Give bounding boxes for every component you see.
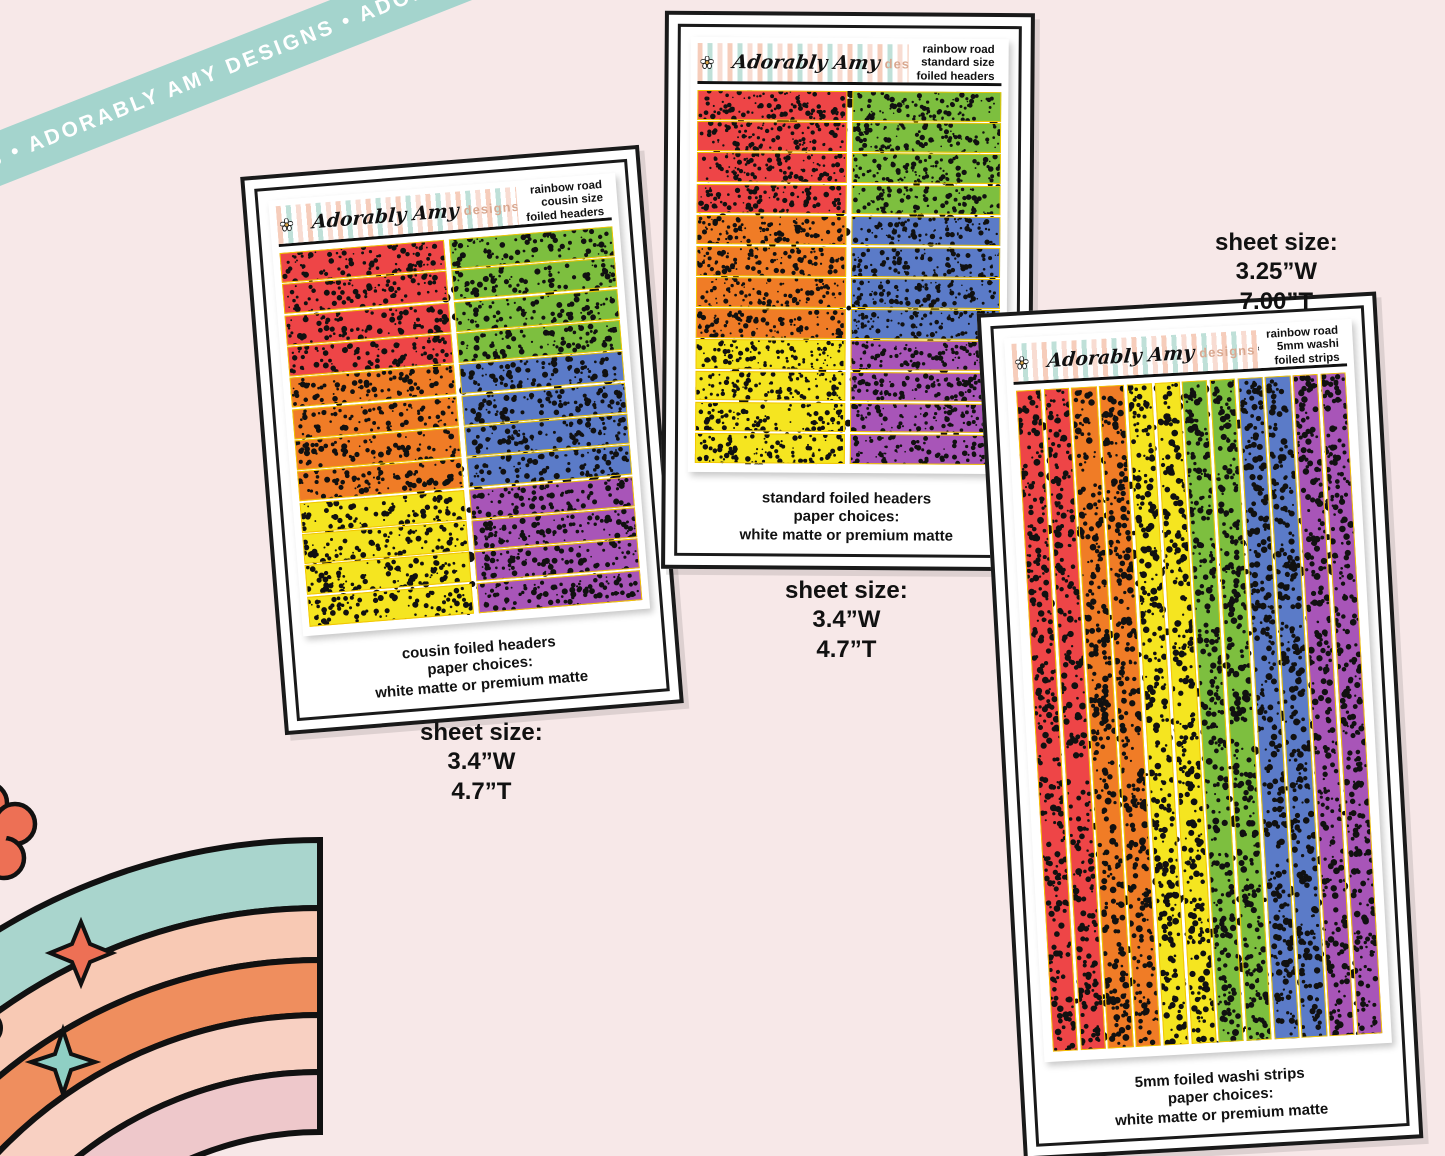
size-label-title: sheet size: (420, 719, 543, 746)
header-sticker[interactable] (694, 432, 845, 464)
sticker-column (279, 239, 474, 628)
caption-line: standard foiled headers (761, 489, 932, 508)
brand-suffix: designs (884, 55, 909, 72)
sheet-title-line: standard size (921, 56, 995, 70)
header-sticker[interactable] (697, 89, 847, 121)
header-sticker[interactable] (696, 214, 847, 246)
card-inner-frame: Adorably Amy designs rainbow roa (990, 305, 1410, 1147)
card-caption: standard foiled headers paper choices: w… (677, 482, 1015, 555)
washi-strip[interactable] (1181, 380, 1245, 1043)
size-label-cousin: sheet size: 3.4”W 4.7”T (420, 718, 543, 806)
card-inner-frame: Adorably Amy designs rainbow roa (674, 23, 1022, 559)
size-label-height: 4.7”T (451, 777, 512, 805)
header-sticker[interactable] (849, 340, 1000, 372)
card-caption: cousin foiled headers paper choices: whi… (294, 618, 666, 718)
daisy-icon (700, 55, 714, 69)
header-sticker[interactable] (851, 184, 1001, 216)
daisy-icon (1015, 355, 1029, 369)
header-sticker[interactable] (849, 371, 1000, 403)
washi-strip[interactable] (1320, 372, 1383, 1035)
size-label-standard: sheet size: 3.4”W 4.7”T (785, 576, 908, 664)
sheet-title: rainbow road standard size foiled header… (908, 43, 1002, 84)
caption-line: paper choices: (793, 508, 900, 526)
brand-name: Adorably Amy (1046, 341, 1196, 373)
size-label-height: 4.7”T (816, 635, 877, 663)
header-sticker[interactable] (850, 215, 1001, 247)
size-label-width: 3.4”W (812, 606, 881, 634)
header-sticker[interactable] (696, 183, 847, 215)
daisy-icon (279, 217, 294, 232)
header-sticker[interactable] (696, 152, 847, 184)
brand-stripe-banner: Adorably Amy designs (275, 186, 519, 245)
sticker-column (694, 89, 847, 465)
product-card-cousin[interactable]: Adorably Amy designs rainbow roa (240, 144, 684, 736)
size-label-title: sheet size: (785, 577, 908, 604)
sticker-column (448, 226, 643, 614)
brand-name: Adorably Amy (311, 199, 460, 234)
sheet-title: rainbow road 5mm washi foiled strips (1257, 325, 1347, 369)
size-label-width: 3.4”W (447, 748, 516, 776)
card-caption: 5mm foiled washi strips paper choices: w… (1035, 1052, 1406, 1143)
sticker-grid (694, 89, 1002, 467)
sheet-title-line: foiled strips (1274, 351, 1340, 367)
sheet-header: Adorably Amy designs rainbow roa (275, 179, 612, 248)
sticker-sheet-standard: Adorably Amy designs rainbow roa (687, 36, 1009, 475)
header-sticker[interactable] (696, 245, 846, 277)
header-sticker[interactable] (851, 91, 1002, 122)
sheet-title-line: rainbow road (922, 43, 995, 57)
mint-flower-icon (0, 1018, 3, 1038)
header-sticker[interactable] (850, 278, 1001, 309)
header-sticker[interactable] (695, 339, 846, 371)
header-sticker[interactable] (473, 538, 640, 582)
header-sticker[interactable] (851, 153, 1001, 185)
header-sticker[interactable] (851, 122, 1002, 153)
brand-suffix: designs (463, 198, 519, 218)
header-sticker[interactable] (695, 370, 845, 402)
header-sticker[interactable] (849, 433, 999, 465)
size-label-washi: sheet size: 3.25”W 7.00”T (1215, 228, 1338, 316)
product-card-standard[interactable]: Adorably Amy designs rainbow roa (661, 10, 1035, 572)
header-sticker[interactable] (695, 276, 846, 308)
header-sticker[interactable] (695, 401, 845, 433)
washi-strip-grid (1015, 372, 1383, 1052)
sticker-sheet-cousin: Adorably Amy designs rainbow roa (268, 172, 651, 637)
header-sticker[interactable] (470, 507, 638, 551)
sticker-sheet-washi: Adorably Amy designs rainbow roa (1004, 318, 1392, 1063)
card-inner-frame: Adorably Amy designs rainbow roa (254, 158, 670, 722)
sheet-header: Adorably Amy designs rainbow roa (1011, 325, 1348, 385)
sticker-column (849, 91, 1002, 466)
brand-name: Adorably Amy (730, 51, 882, 75)
brand-stripe-banner: Adorably Amy designs (1011, 330, 1260, 382)
brand-suffix: designs (1198, 341, 1256, 360)
sheet-title: rainbow road cousin size foiled headers (515, 179, 612, 225)
caption-line: white matte or premium matte (739, 525, 954, 545)
product-card-washi[interactable]: Adorably Amy designs rainbow roa (976, 291, 1424, 1156)
size-label-width: 3.25”W (1235, 258, 1318, 286)
brand-stripe-banner: Adorably Amy designs (697, 42, 909, 83)
header-sticker[interactable] (695, 308, 846, 339)
washi-strip[interactable] (1154, 381, 1217, 1045)
washi-strip[interactable] (1015, 389, 1079, 1052)
header-sticker[interactable] (696, 121, 847, 152)
header-sticker[interactable] (850, 246, 1001, 278)
orange-flower-icon (0, 784, 38, 881)
header-sticker[interactable] (849, 402, 1000, 434)
size-label-height: 7.00”T (1239, 287, 1314, 315)
sticker-grid (279, 226, 643, 628)
sheet-header: Adorably Amy designs rainbow roa (697, 42, 1002, 87)
size-label-title: sheet size: (1215, 229, 1338, 256)
header-sticker[interactable] (307, 583, 474, 627)
sheet-title-line: foiled headers (916, 70, 995, 83)
